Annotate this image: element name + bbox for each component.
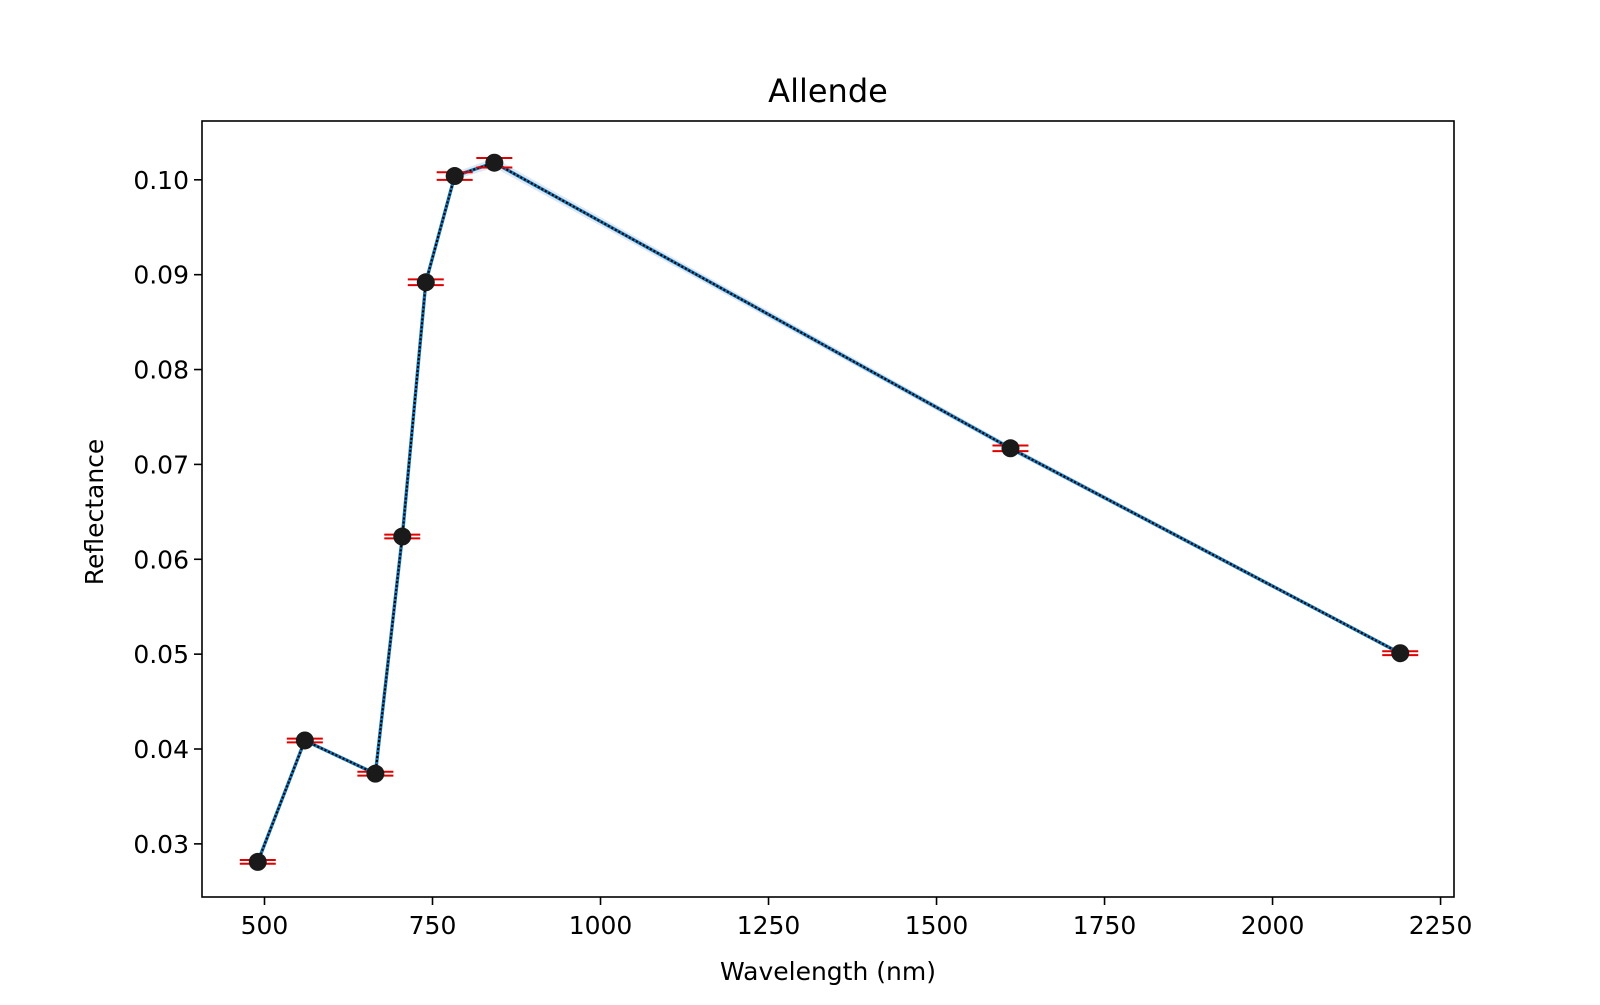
data-point xyxy=(393,527,412,546)
error-bars xyxy=(239,156,1419,865)
series-line xyxy=(256,160,1401,863)
y-tick-label: 0.10 xyxy=(133,166,189,195)
data-point xyxy=(485,153,504,172)
series-line-dotted xyxy=(256,161,1401,863)
data-point xyxy=(445,167,464,186)
x-tick-label: 750 xyxy=(409,911,457,940)
y-tick-label: 0.04 xyxy=(133,735,189,764)
data-point xyxy=(1001,439,1020,458)
x-axis-ticks: 500 750 1000 1250 1500 1750 2000 2250 xyxy=(241,897,1473,940)
plot-frame xyxy=(201,120,1455,898)
x-tick-label: 500 xyxy=(241,911,289,940)
y-axis-ticks: 0.03 0.04 0.05 0.06 0.07 0.08 0.09 0.10 xyxy=(133,166,202,859)
x-tick-label: 1000 xyxy=(569,911,633,940)
y-tick-label: 0.08 xyxy=(133,356,189,385)
x-tick-label: 1500 xyxy=(905,911,969,940)
y-tick-label: 0.03 xyxy=(133,830,189,859)
x-tick-label: 2000 xyxy=(1241,911,1305,940)
y-axis-label: Reflectance xyxy=(80,439,109,586)
y-tick-label: 0.07 xyxy=(133,450,189,479)
data-point xyxy=(295,731,314,750)
data-point xyxy=(416,273,435,292)
chart-title: Allende xyxy=(768,72,888,110)
y-tick-label: 0.09 xyxy=(133,261,189,290)
data-point xyxy=(1391,644,1410,663)
y-tick-label: 0.05 xyxy=(133,640,189,669)
y-tick-label: 0.06 xyxy=(133,545,189,574)
x-tick-label: 1250 xyxy=(737,911,801,940)
x-axis-label: Wavelength (nm) xyxy=(720,957,936,986)
data-points xyxy=(248,153,1410,871)
data-point xyxy=(248,852,267,871)
x-tick-label: 2250 xyxy=(1409,911,1473,940)
data-point xyxy=(366,764,385,783)
x-tick-label: 1750 xyxy=(1073,911,1137,940)
